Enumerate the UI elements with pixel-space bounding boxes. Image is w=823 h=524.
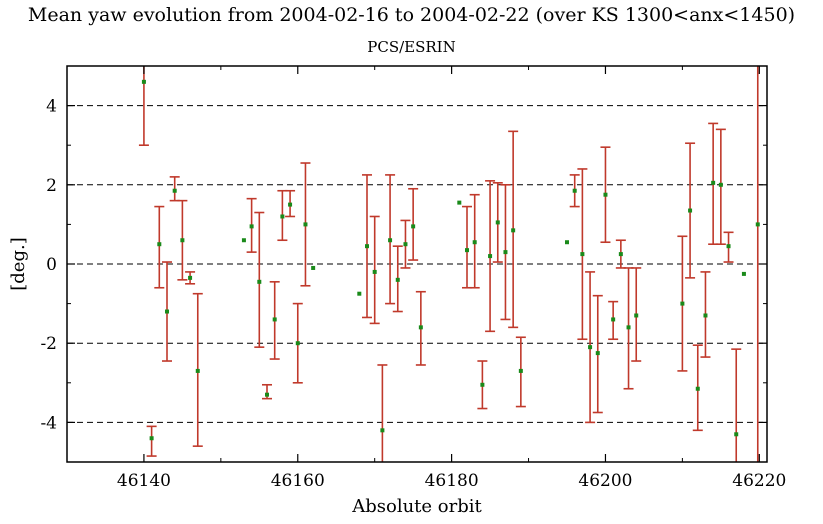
error-bar <box>731 348 742 462</box>
y-tick-label: 0 <box>46 255 57 275</box>
data-point <box>718 182 723 187</box>
data-point <box>395 277 400 282</box>
data-point <box>503 250 508 255</box>
error-bar <box>462 205 472 289</box>
data-point <box>303 222 308 227</box>
error-bar <box>146 425 157 457</box>
data-point <box>711 180 716 185</box>
data-point <box>734 432 739 437</box>
x-tick-label: 46220 <box>732 471 786 491</box>
error-bar <box>377 364 388 462</box>
data-point <box>257 279 262 284</box>
data-point <box>272 317 277 322</box>
data-point <box>688 208 693 213</box>
data-point <box>403 242 408 247</box>
data-point <box>288 202 293 207</box>
data-point <box>465 248 469 253</box>
chart-title: Mean yaw evolution from 2004-02-16 to 20… <box>27 4 796 26</box>
y-axis-label: [deg.] <box>8 237 29 290</box>
y-tick-label: 2 <box>46 176 57 196</box>
data-point <box>472 240 477 245</box>
data-point <box>572 188 577 193</box>
data-point <box>626 325 631 330</box>
data-point <box>141 79 146 84</box>
x-tick-label: 46200 <box>578 471 632 491</box>
data-point <box>265 392 269 397</box>
data-point <box>188 275 193 280</box>
data-point <box>603 192 608 197</box>
y-tick-label: 4 <box>46 97 57 117</box>
data-point <box>480 382 485 387</box>
data-point <box>680 301 685 306</box>
data-point <box>411 224 416 229</box>
data-point <box>634 313 639 318</box>
data-points <box>141 79 760 441</box>
data-point <box>241 238 246 243</box>
error-bar <box>138 66 149 146</box>
data-point <box>488 254 493 259</box>
data-point <box>418 325 423 330</box>
data-point <box>457 200 462 205</box>
data-point <box>165 309 169 314</box>
grid-lines <box>67 105 767 423</box>
data-point <box>580 252 585 257</box>
data-point <box>388 238 393 243</box>
data-point <box>595 351 600 356</box>
data-point <box>249 224 254 229</box>
data-point <box>518 368 523 373</box>
data-point <box>357 291 362 296</box>
y-tick-label: -4 <box>40 413 57 433</box>
data-point <box>157 242 162 247</box>
data-point <box>149 436 154 441</box>
x-tick-label: 46140 <box>117 471 171 491</box>
axis-ticks: -4 -2 0 2 4 46140 46160 46180 46200 46220 <box>40 65 786 491</box>
data-point <box>618 252 623 257</box>
data-point <box>295 341 300 346</box>
data-point <box>311 265 316 270</box>
data-point <box>726 244 731 249</box>
data-point <box>365 244 369 249</box>
data-point <box>380 428 385 433</box>
data-point <box>611 317 616 322</box>
x-tick-label: 46160 <box>271 471 325 491</box>
data-point <box>195 368 200 373</box>
data-point <box>755 222 760 227</box>
y-tick-label: -2 <box>40 334 57 354</box>
x-tick-label: 46180 <box>425 471 479 491</box>
data-point <box>372 269 377 274</box>
data-point <box>741 271 746 276</box>
data-point <box>565 240 569 245</box>
chart-subtitle: PCS/ESRIN <box>367 38 456 56</box>
error-bar <box>154 205 165 289</box>
data-point <box>511 228 516 233</box>
data-point <box>695 386 700 391</box>
data-point <box>280 214 285 219</box>
data-point <box>495 220 500 225</box>
data-point <box>180 238 185 243</box>
x-axis-label: Absolute orbit <box>351 496 482 517</box>
data-point <box>703 313 708 318</box>
data-point <box>588 345 593 350</box>
data-point <box>172 188 177 193</box>
